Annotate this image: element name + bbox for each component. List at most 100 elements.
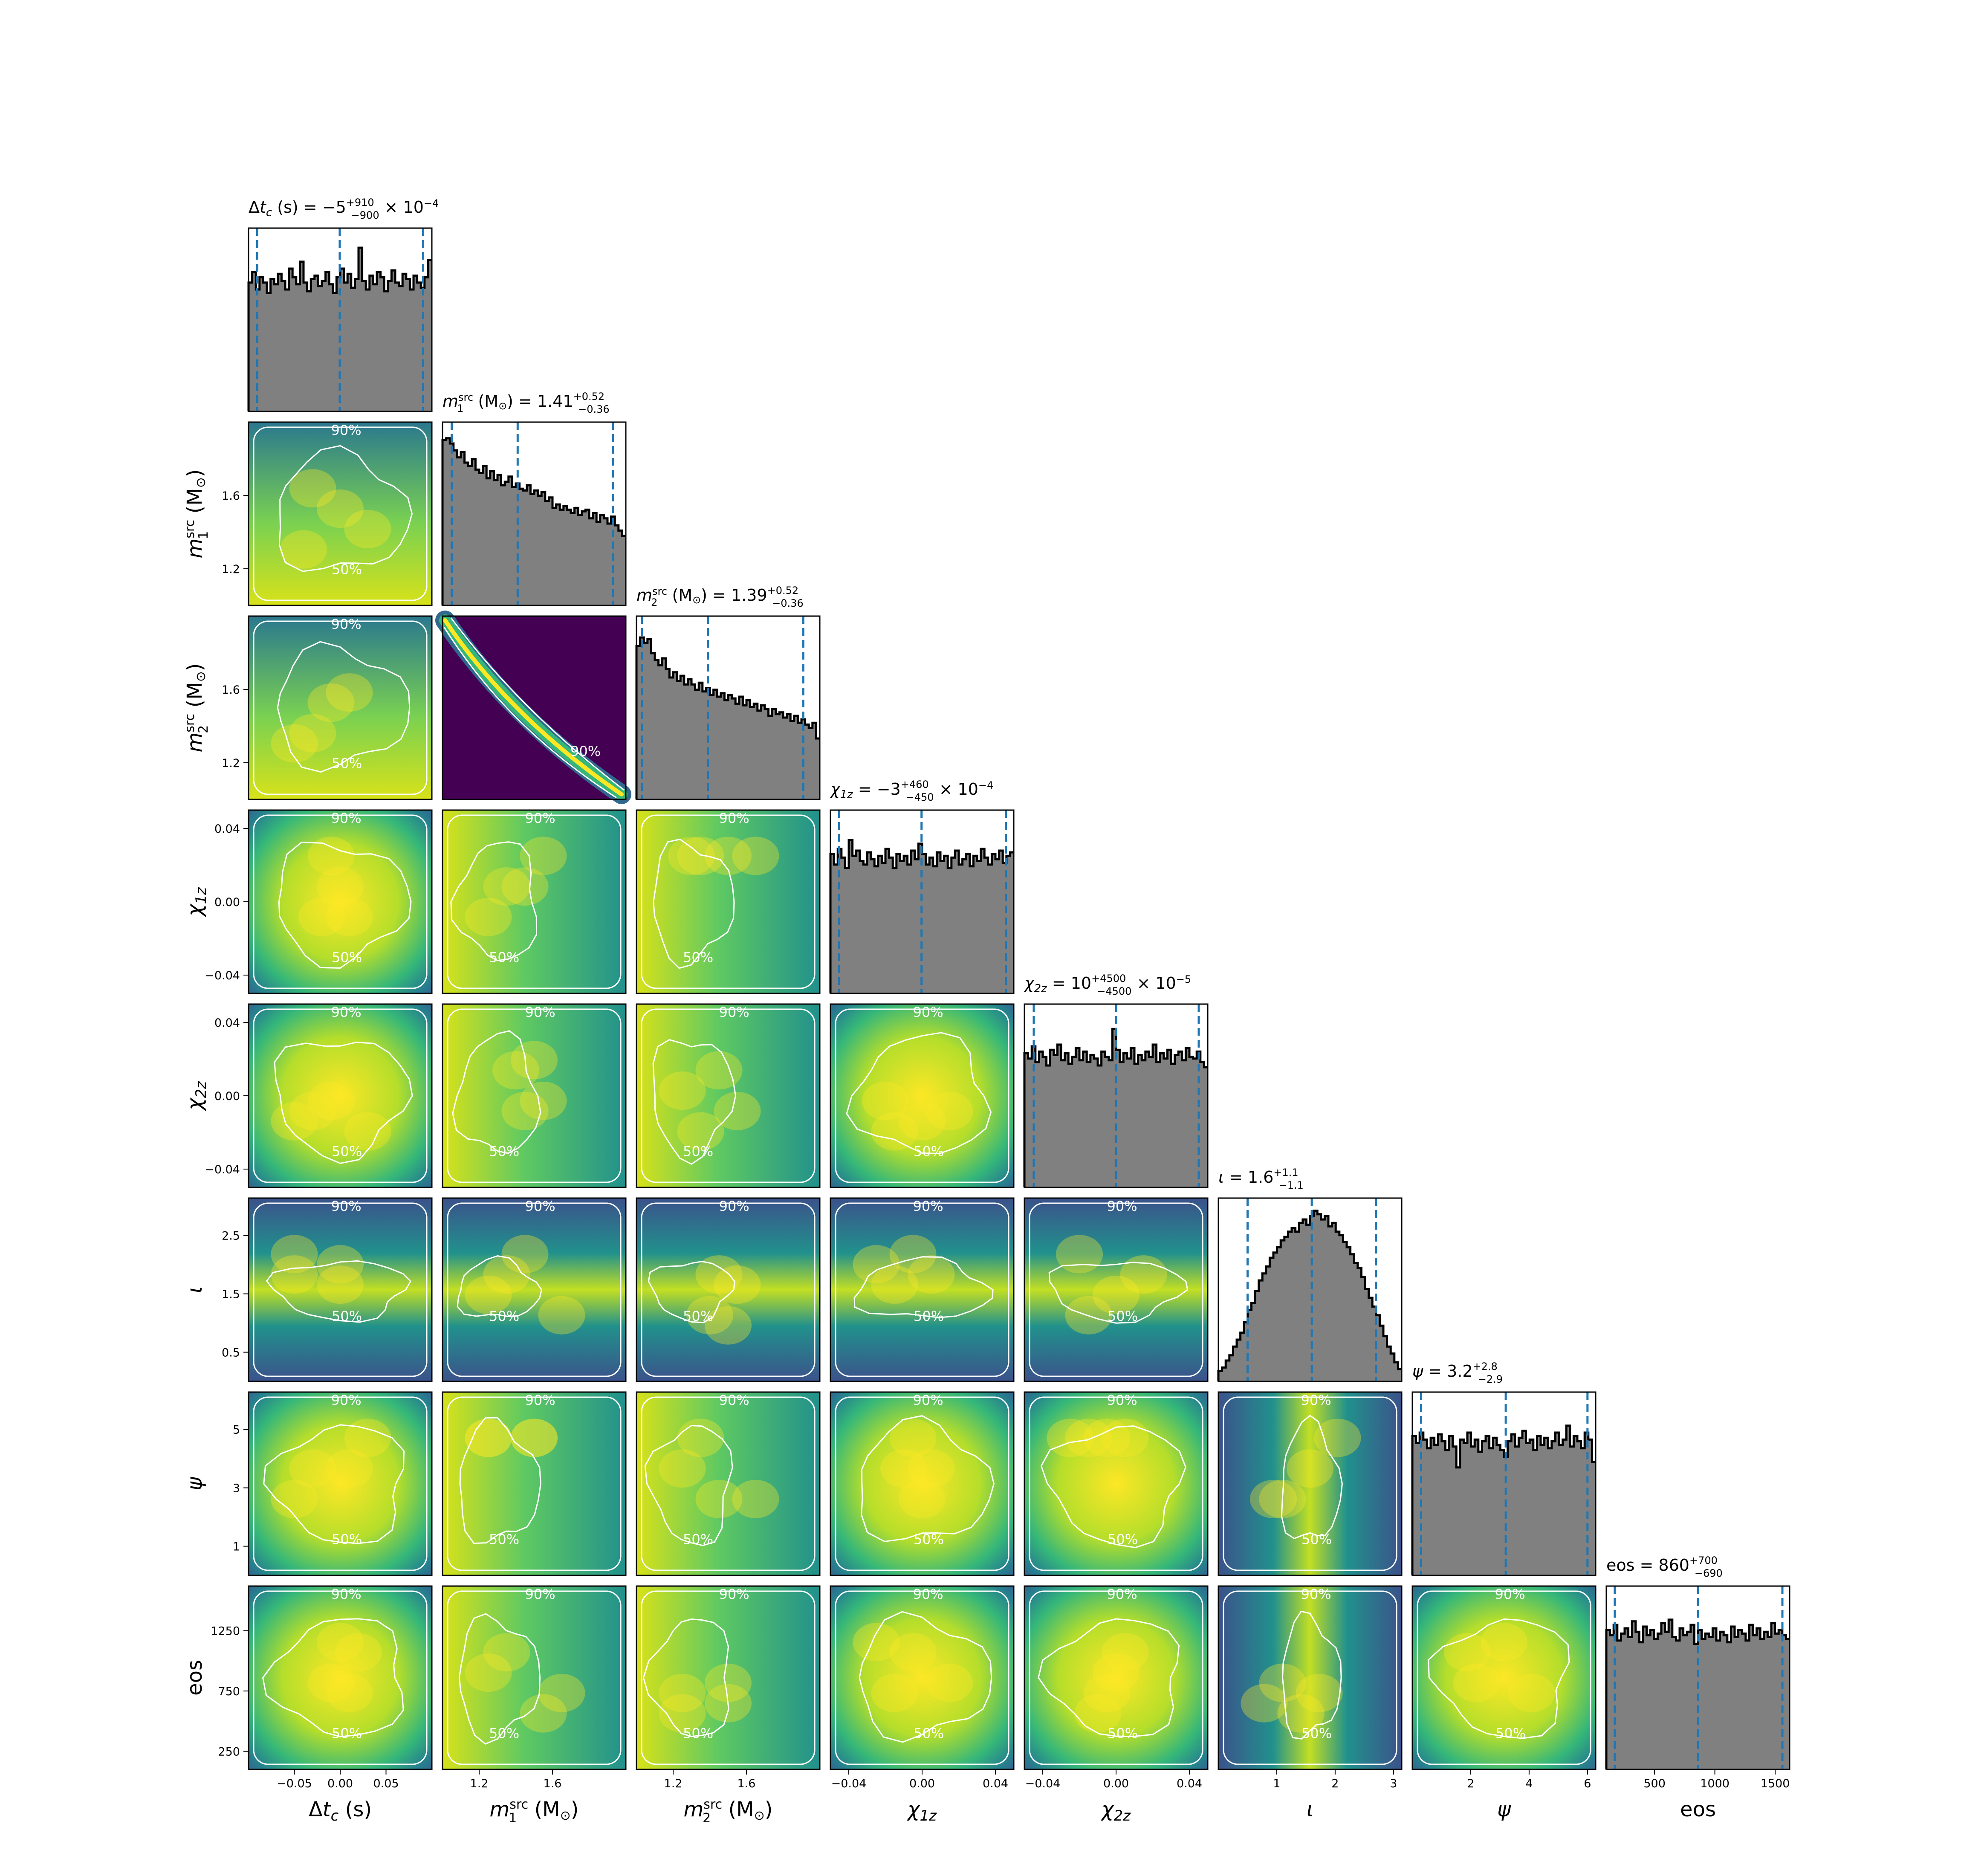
- density-panel-psi-vs-chi1z: 50% 90%: [830, 1391, 1015, 1576]
- contour-label-90: 90%: [913, 1198, 943, 1214]
- density-lump: [344, 510, 391, 548]
- density-lump: [695, 1479, 743, 1518]
- hist-title-chi2z-part: = 10: [1047, 974, 1091, 993]
- contour-label-90: 90%: [331, 422, 362, 438]
- contour-50: [277, 641, 411, 773]
- y-axis-label-m1: msrc1 (M⊙): [182, 469, 211, 559]
- contour-label-90: 90%: [331, 1392, 362, 1408]
- contour-50: [263, 1424, 405, 1544]
- contour-50: [278, 842, 412, 969]
- hist-title-m2: msrc 2 (M⊙) = 1.39+0.52 −0.36: [636, 585, 804, 609]
- y-tick-label-chi2z: 0.00: [214, 1090, 240, 1103]
- density-panel-iota-vs-chi2z: 50% 90%: [1024, 1197, 1209, 1382]
- hist-title-m2-part: −0.36: [772, 597, 804, 609]
- hist-title-chi2z-part: −5: [1176, 973, 1191, 985]
- contour-90-lower: [443, 627, 617, 799]
- contour-label-90: 90%: [525, 1198, 555, 1214]
- y-axis-label-text-m2-part: src: [182, 714, 197, 732]
- contour-label-50: 50%: [332, 1308, 362, 1324]
- contour-90: [447, 814, 622, 989]
- contour-90: [835, 1008, 1009, 1183]
- contour-50: [653, 838, 735, 969]
- density-lump: [289, 1449, 336, 1488]
- density-bg: [443, 1392, 626, 1575]
- density-panel-iota-vs-m1: 50% 90%: [442, 1197, 627, 1382]
- density-lump: [465, 1653, 512, 1692]
- y-tick-label-chi2z: 0.04: [214, 1016, 240, 1030]
- y-tick-label-eos: 750: [218, 1685, 240, 1698]
- y-axis-label-text-chi1z-part: χ: [183, 903, 207, 918]
- x-axis-label-chi2z: χ2z: [1100, 1798, 1131, 1824]
- contour-50: [1281, 1610, 1342, 1740]
- hist-title-m1: msrc 1 (M⊙) = 1.41+0.52 −0.36: [443, 391, 610, 415]
- panel-layer: 50%90%50%90%90%50%90%50%90%50%90%50%90%5…: [247, 227, 1790, 1770]
- hist-panel-chi2z: [1023, 1003, 1209, 1188]
- hist-fill-chi2z: [1024, 1029, 1208, 1187]
- contour-label-90: 90%: [1495, 1586, 1525, 1602]
- x-axis-label-dtc-part: c: [331, 1807, 339, 1824]
- contour-label-90: 90%: [719, 810, 749, 826]
- y-axis-label-iota: ι: [183, 1286, 207, 1293]
- density-bg: [636, 1198, 820, 1381]
- x-axis-label-eos: eos: [1680, 1798, 1716, 1821]
- contour-90: [447, 1590, 622, 1765]
- y-axis-label-text-chi2z: χ2z: [183, 1081, 210, 1112]
- contour-label-50: 50%: [489, 1144, 519, 1160]
- y-tick-label-psi: 1: [233, 1540, 240, 1554]
- hist-frame-chi1z: [830, 809, 1015, 994]
- y-tick-label-eos: 1250: [211, 1625, 240, 1638]
- density-lump: [853, 1245, 900, 1284]
- y-tick-label-chi1z: −0.04: [205, 969, 240, 982]
- y-tick-label-m1: 1.2: [222, 563, 240, 576]
- hist-title-chi1z-part: = −3: [853, 780, 901, 799]
- y-axis-label-text-m1-part: src: [182, 520, 197, 538]
- hist-title-dtc-part: × 10: [379, 198, 424, 217]
- contour-90: [253, 426, 428, 601]
- contour-50: [859, 1611, 992, 1743]
- y-axis-label-text-m2-part: ⊙: [194, 671, 208, 682]
- contour-50: [459, 1417, 541, 1544]
- x-tick-label-dtc: −0.05: [277, 1777, 312, 1790]
- hist-title-chi2z: χ2z = 10+4500 −4500 × 10−5: [1024, 973, 1191, 997]
- density-lump: [1074, 1694, 1121, 1733]
- density-frame: [442, 809, 627, 994]
- hist-panel-psi: [1411, 1391, 1597, 1576]
- density-lump: [492, 1051, 539, 1090]
- contour-label-90: 90%: [719, 1198, 749, 1214]
- density-lump: [1250, 1479, 1297, 1518]
- hist-title-chi1z-part: −4: [978, 779, 993, 791]
- density-frame: [248, 1391, 433, 1576]
- density-frame: [442, 1197, 627, 1382]
- contour-label-90: 90%: [719, 1004, 749, 1020]
- x-axis-label-chi1z-part: 1z: [920, 1807, 937, 1824]
- contour-50: [262, 1618, 404, 1737]
- density-lump: [520, 1694, 567, 1733]
- density-lump: [899, 1479, 946, 1518]
- contour-label-50: 50%: [914, 1308, 944, 1324]
- x-axis-label-dtc-part: t: [323, 1798, 332, 1821]
- density-lump: [871, 1265, 918, 1304]
- hist-fill-chi1z: [830, 840, 1014, 993]
- hist-title-m2-part: (M: [667, 586, 692, 605]
- y-tick-label-m2: 1.2: [222, 757, 240, 770]
- density-panel-psi-vs-m1: 50% 90%: [442, 1391, 627, 1576]
- x-tick-label-iota: 1: [1273, 1777, 1280, 1790]
- contour-label-90: 90%: [913, 1392, 943, 1408]
- y-tick-label-m2: 1.6: [222, 683, 240, 697]
- hist-title-psi-part: −2.9: [1478, 1373, 1503, 1385]
- density-lump: [705, 837, 752, 875]
- x-axis-label-dtc: Δtc (s): [309, 1798, 372, 1824]
- density-frame: [1218, 1585, 1403, 1770]
- hist-title-dtc-part: +910: [346, 197, 374, 208]
- density-frame: [248, 615, 433, 800]
- contour-90: [253, 1396, 428, 1571]
- y-axis-label-chi1z: χ1z: [183, 887, 210, 918]
- hist-title-m1-part: 1: [457, 402, 463, 414]
- contour-50: [450, 841, 538, 961]
- density-bg: [636, 810, 820, 993]
- contour-label-50: 50%: [683, 1531, 713, 1548]
- density-panel-chi2z-vs-m2: 50% 90%: [636, 1003, 821, 1188]
- x-tick-label-psi: 4: [1525, 1777, 1533, 1790]
- y-axis-label-text-m2-part: ): [183, 663, 207, 672]
- density-bg: [443, 1586, 626, 1769]
